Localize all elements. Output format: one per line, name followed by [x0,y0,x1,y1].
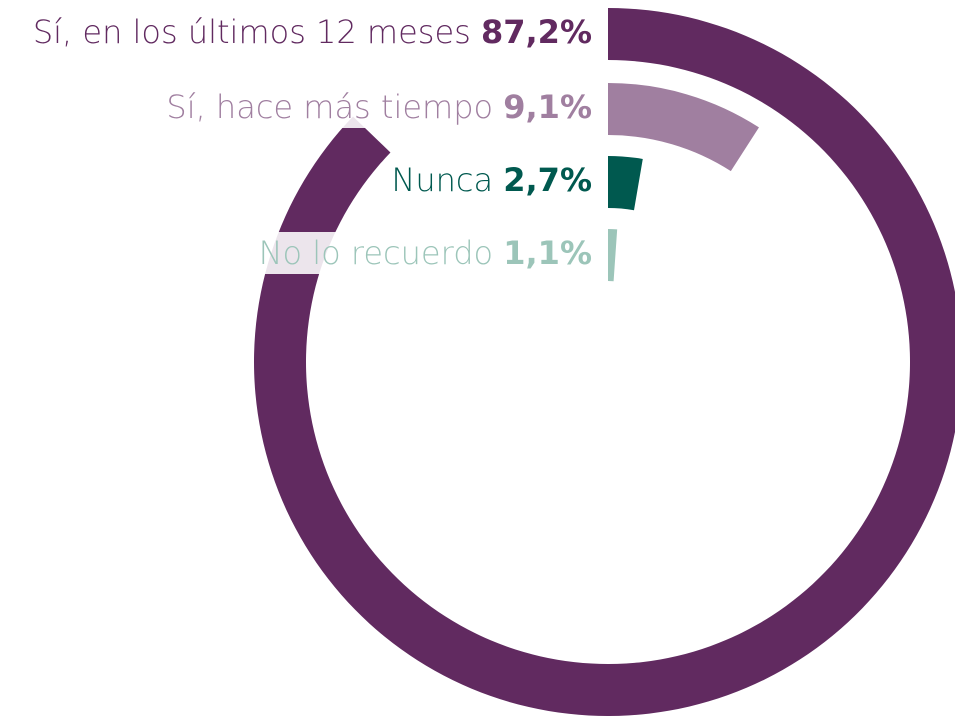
value-label: 2,7% [503,161,592,199]
bar-label: Sí, hace más tiempo 9,1% [166,88,592,126]
bar-label: Sí, en los últimos 12 meses 87,2% [33,13,592,51]
label-background [26,11,596,53]
ring-bar [608,229,618,282]
category-label: Nunca [391,161,493,199]
category-label: No lo recuerdo [259,234,494,272]
value-label: 1,1% [503,234,592,272]
ring-bar [608,83,759,172]
bar-label: No lo recuerdo 1,1% [259,234,592,272]
category-label: Sí, en los últimos 12 meses [33,13,471,51]
value-label: 87,2% [481,13,592,51]
label-background [385,159,596,201]
category-label: Sí, hace más tiempo [166,88,493,126]
ring-bar [608,156,643,211]
label-background [252,232,596,274]
label-background [160,86,596,128]
value-label: 9,1% [503,88,592,126]
bar-label: Nunca 2,7% [391,161,592,199]
